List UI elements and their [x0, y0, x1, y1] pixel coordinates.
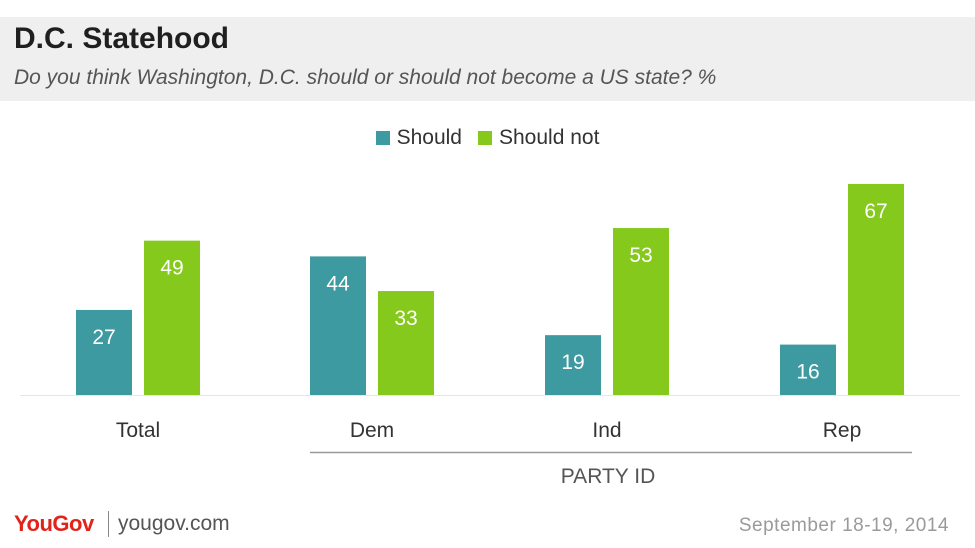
bar-should-total: [76, 309, 132, 395]
category-label-ind: Ind: [592, 419, 621, 442]
legend-item-should-not: Should not: [477, 126, 600, 150]
header-band: [0, 17, 975, 101]
data-label-should-not-dem: 33: [394, 307, 417, 330]
category-label-dem: Dem: [350, 419, 394, 442]
data-label-should-dem: 44: [326, 272, 350, 295]
footer-url: yougov.com: [118, 512, 230, 535]
legend-label-should-not: Should not: [498, 126, 600, 149]
data-label-should-not-rep: 67: [864, 200, 887, 223]
data-label-should-ind: 19: [561, 351, 584, 374]
bar-should-not-dem: [378, 291, 434, 395]
legend-item-should: Should: [375, 126, 462, 150]
chart-subtitle: Do you think Washington, D.C. should or …: [14, 66, 717, 89]
bar-should-not-total: [144, 240, 200, 395]
bar-should-ind: [545, 335, 601, 395]
legend-swatch-should-not: [477, 131, 492, 145]
category-label-total: Total: [116, 419, 160, 442]
category-label-rep: Rep: [823, 419, 862, 442]
bar-should-not-ind: [613, 228, 669, 395]
survey-date: September 18-19, 2014: [738, 515, 949, 536]
legend-swatch-should: [375, 131, 390, 145]
data-label-should-not-ind: 53: [629, 244, 652, 267]
bar-should-rep: [780, 344, 836, 395]
footer-divider: [108, 511, 109, 537]
legend: Should Should not: [0, 126, 975, 150]
chart-title: D.C. Statehood: [14, 22, 229, 55]
data-label-should-total: 27: [92, 326, 115, 349]
legend-label-should: Should: [396, 126, 462, 149]
data-label-should-rep: 16: [796, 361, 819, 384]
bar-should-not-rep: [848, 183, 904, 395]
group-label: PARTY ID: [561, 465, 656, 488]
yougov-logo: YouGov: [14, 511, 94, 536]
data-label-should-not-total: 49: [160, 257, 183, 280]
bar-should-dem: [310, 256, 366, 395]
